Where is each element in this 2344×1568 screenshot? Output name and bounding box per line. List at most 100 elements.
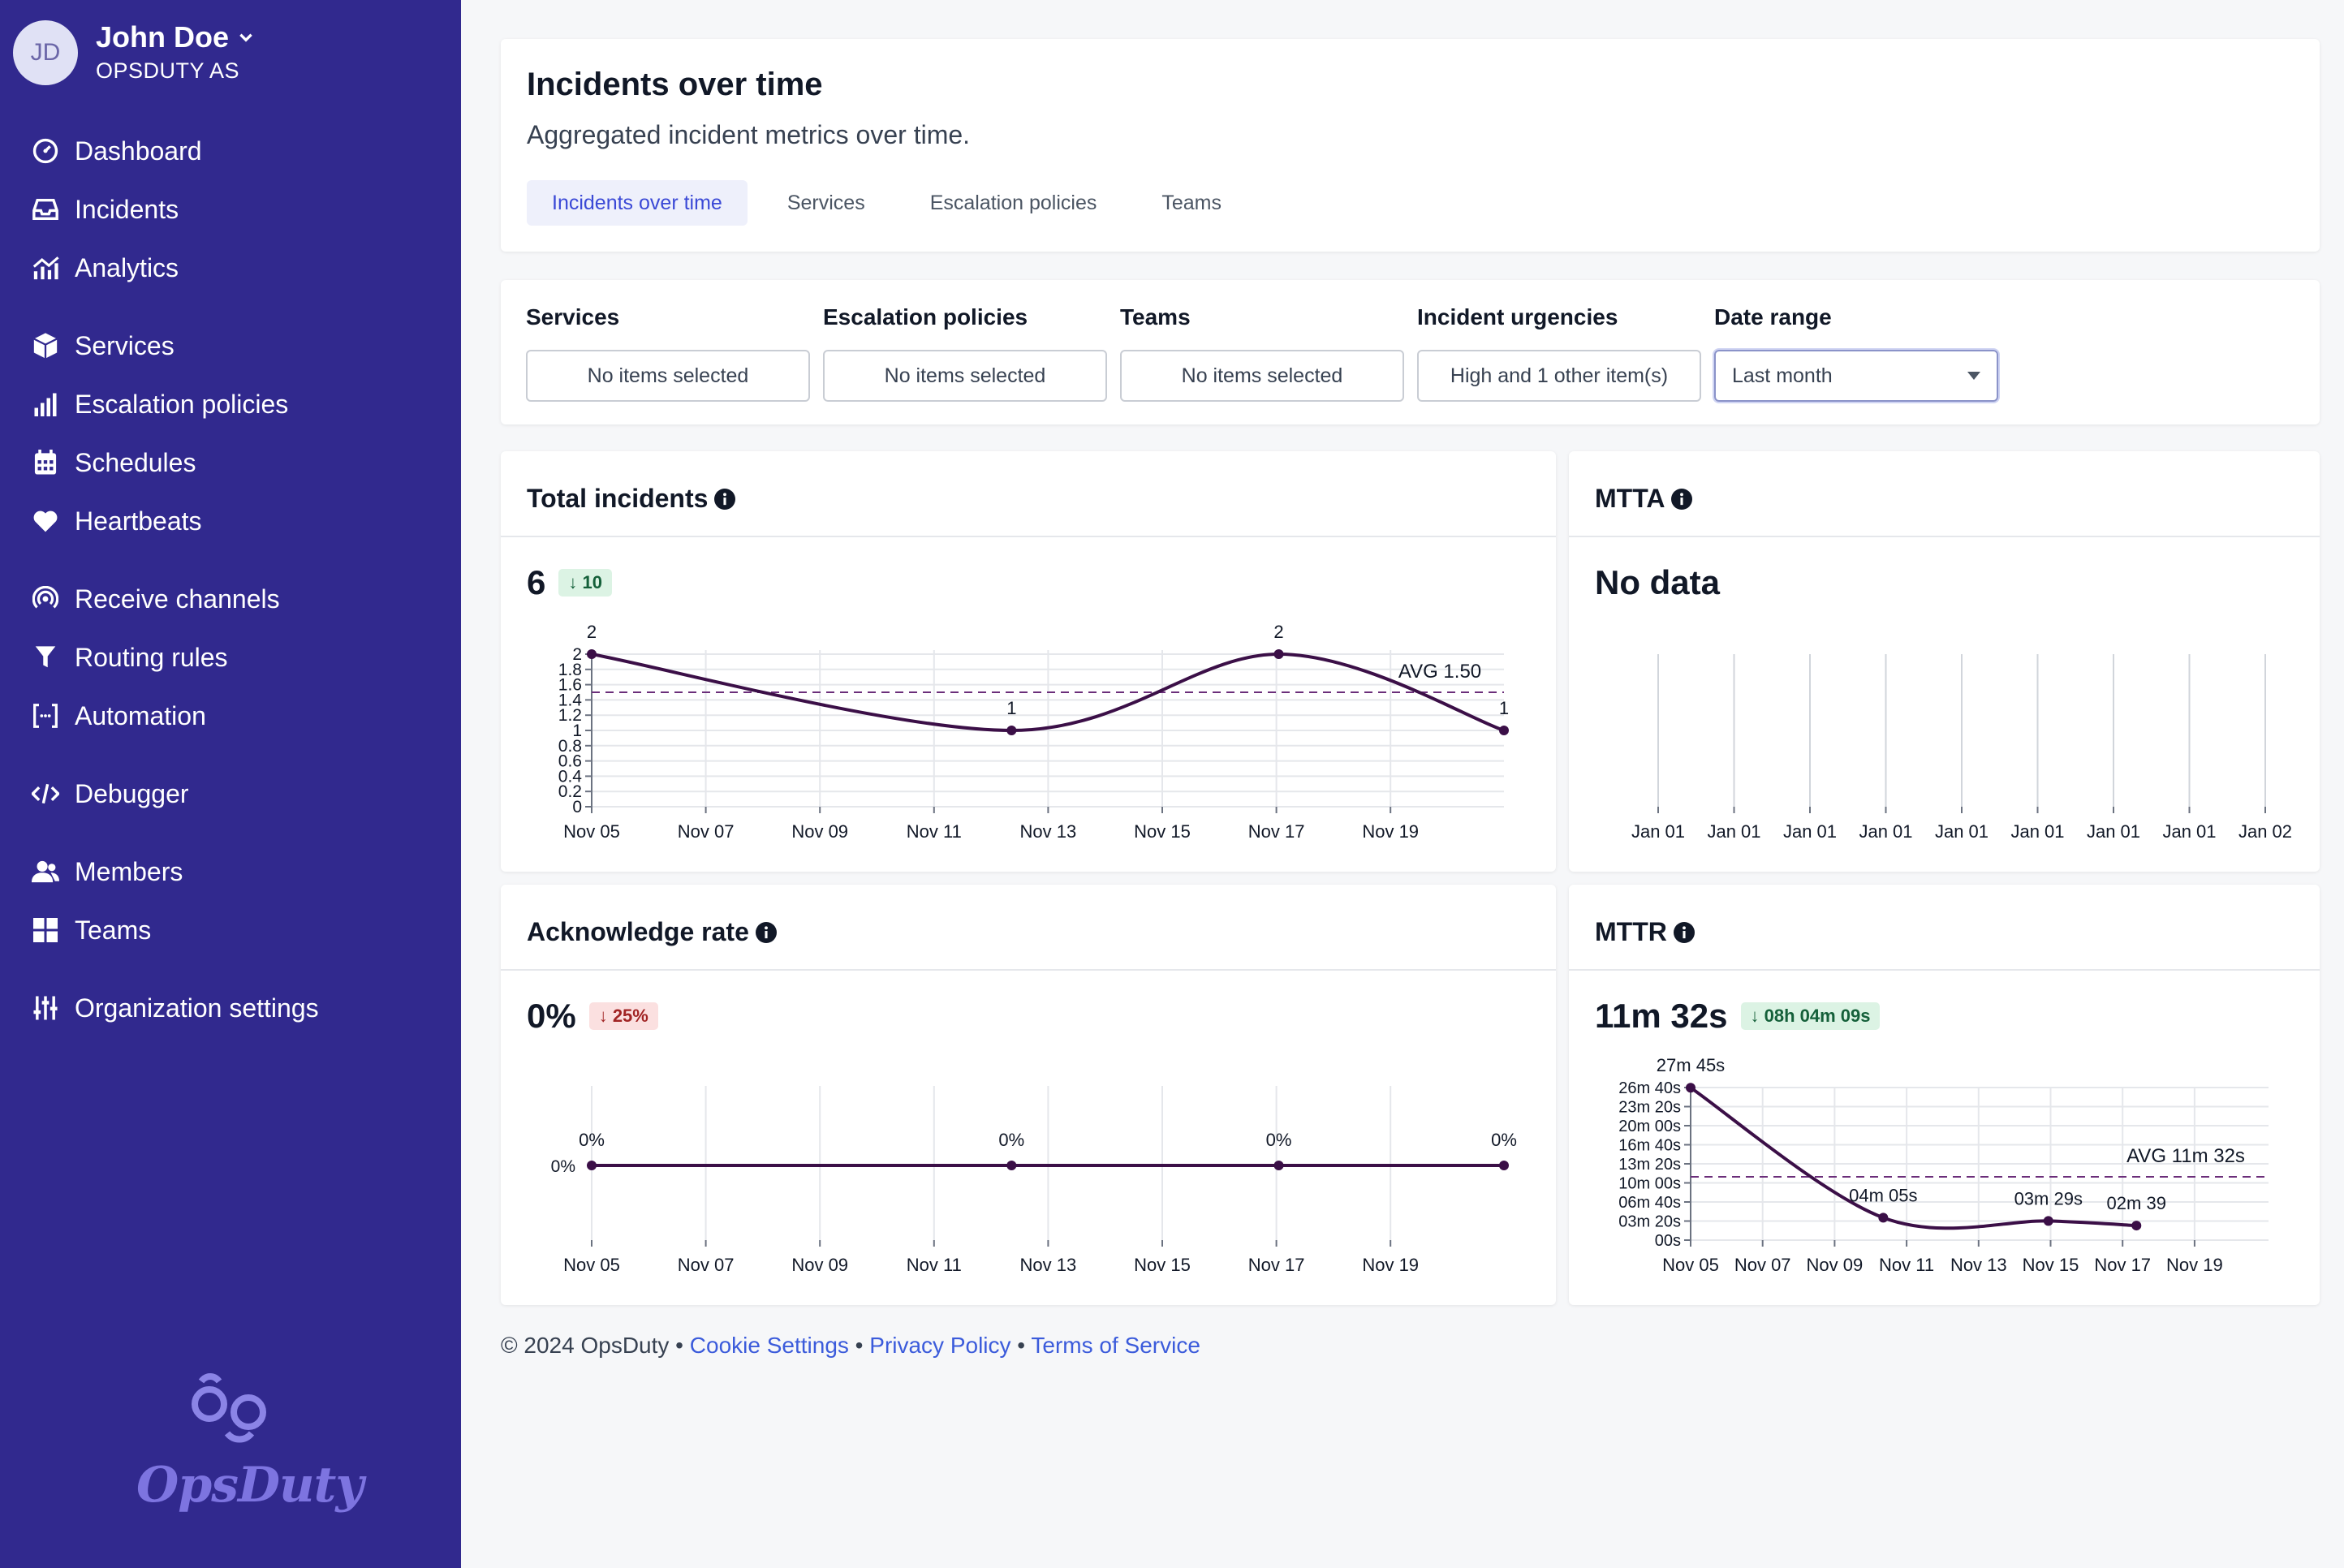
sidebar-item-members[interactable]: Members <box>31 842 445 901</box>
date-range-select[interactable]: Last month <box>1714 350 1998 402</box>
x-tick-label: Nov 19 <box>1362 1255 1419 1275</box>
x-tick-label: Jan 01 <box>2010 821 2064 842</box>
info-icon[interactable] <box>714 488 736 510</box>
user-menu[interactable]: JD John Doe OPSDUTY AS <box>13 19 255 86</box>
user-name-row[interactable]: John Doe <box>96 19 255 55</box>
series-line <box>1689 1086 2137 1230</box>
urgencies-multiselect[interactable]: High and 1 other item(s) <box>1417 350 1701 402</box>
privacy-policy-link[interactable]: Privacy Policy <box>869 1333 1011 1358</box>
card-title: Total incidents <box>527 484 709 513</box>
data-label: 0% <box>1491 1130 1517 1150</box>
sidebar-item-label: Organization settings <box>75 993 319 1023</box>
tab-services[interactable]: Services <box>786 191 865 214</box>
x-tick-label: Nov 19 <box>2166 1255 2223 1275</box>
sidebar-item-teams[interactable]: Teams <box>31 901 445 959</box>
total-incidents-value: 6 <box>527 563 546 601</box>
y-tick-label: 10m 00s <box>1618 1175 1681 1193</box>
tab-escalation-policies[interactable]: Escalation policies <box>929 191 1097 214</box>
x-tick-label: Nov 05 <box>563 821 620 842</box>
data-point <box>2043 1216 2053 1226</box>
cube-icon <box>31 331 60 360</box>
y-tick-label: 0 <box>572 798 582 816</box>
sidebar-item-automation[interactable]: Automation <box>31 687 445 745</box>
card-title: Acknowledge rate <box>527 917 749 946</box>
user-name[interactable]: John Doe <box>96 20 230 54</box>
y-tick-label: 0.4 <box>558 767 583 786</box>
tab-incidents-over-time[interactable]: Incidents over time <box>527 180 748 226</box>
filter-icon <box>31 643 60 672</box>
sidebar-item-debugger[interactable]: Debugger <box>31 765 445 823</box>
acknowledge-rate-chart: Nov 05 Nov 07 Nov 09 Nov 11 Nov 13 Nov 15 Nov … <box>551 1086 1517 1275</box>
y-tick-label: 0.6 <box>558 752 582 771</box>
data-label: 0% <box>998 1130 1024 1150</box>
filter-label: Date range <box>1714 304 1832 330</box>
x-tick-label: Nov 05 <box>563 1255 620 1275</box>
trend-badge: ↓ 25% <box>588 1002 658 1030</box>
sidebar-item-incidents[interactable]: Incidents <box>31 180 445 239</box>
chevron-down-icon[interactable] <box>237 28 255 46</box>
y-tick-label: 0.8 <box>558 737 582 756</box>
code-icon <box>31 779 60 808</box>
terms-of-service-link[interactable]: Terms of Service <box>1031 1333 1200 1358</box>
card-title: MTTA <box>1595 484 1665 513</box>
escalation-multiselect[interactable]: No items selected <box>823 350 1107 402</box>
sidebar-item-dashboard[interactable]: Dashboard <box>31 122 445 180</box>
cookie-settings-link[interactable]: Cookie Settings <box>689 1333 849 1358</box>
mtta-card: MTTA No data Jan 01 Jan 01 Jan 01 Jan 01 Jan… <box>1569 451 2320 872</box>
x-tick-label: Nov 09 <box>791 821 848 842</box>
data-label: 02m 39 <box>2107 1193 2166 1213</box>
brackets-icon <box>31 701 60 730</box>
date-range-value: Last month <box>1732 364 1833 387</box>
sidebar-item-label: Receive channels <box>75 584 280 614</box>
x-tick-label: Nov 05 <box>1662 1255 1719 1275</box>
mttr-value: 11m 32s <box>1595 997 1728 1035</box>
services-multiselect[interactable]: No items selected <box>526 350 810 402</box>
sidebar-item-label: Incidents <box>75 194 179 224</box>
page-title: Incidents over time <box>527 67 823 102</box>
x-tick-label: Nov 11 <box>1879 1255 1934 1275</box>
sidebar-item-schedules[interactable]: Schedules <box>31 433 445 492</box>
data-point <box>1006 726 1017 735</box>
x-tick-label: Jan 01 <box>1631 821 1685 842</box>
info-icon[interactable] <box>1671 488 1693 510</box>
x-tick-label: Nov 17 <box>1248 1255 1305 1275</box>
page-subtitle: Aggregated incident metrics over time. <box>527 120 971 149</box>
x-tick-label: Nov 07 <box>678 821 735 842</box>
x-tick-label: Jan 01 <box>1707 821 1760 842</box>
y-tick-label: 00s <box>1655 1232 1681 1250</box>
acknowledge-rate-card: Acknowledge rate 0% ↓ 25% Nov 05 Nov 07 Nov… <box>501 885 1556 1305</box>
y-tick-label: 26m 40s <box>1618 1079 1681 1097</box>
y-tick-label: 20m 00s <box>1618 1118 1681 1135</box>
data-point <box>1686 1083 1696 1093</box>
trend-badge: ↓ 08h 04m 09s <box>1740 1002 1881 1030</box>
teams-multiselect[interactable]: No items selected <box>1120 350 1404 402</box>
sidebar-item-receive-channels[interactable]: Receive channels <box>31 570 445 628</box>
sidebar-item-routing-rules[interactable]: Routing rules <box>31 628 445 687</box>
sidebar-item-heartbeats[interactable]: Heartbeats <box>31 492 445 550</box>
data-label: 27m 45s <box>1657 1055 1725 1075</box>
urgencies-filter: Incident urgencies High and 1 other item… <box>1417 304 1701 402</box>
avatar[interactable]: JD <box>13 20 78 85</box>
sidebar-item-analytics[interactable]: Analytics <box>31 239 445 297</box>
sidebar-item-label: Escalation policies <box>75 389 289 419</box>
x-tick-label: Nov 17 <box>1248 821 1305 842</box>
x-tick-label: Nov 15 <box>1134 1255 1191 1275</box>
gauge-icon <box>31 136 60 166</box>
sidebar-item-organization-settings[interactable]: Organization settings <box>31 979 445 1037</box>
tab-teams[interactable]: Teams <box>1161 191 1222 214</box>
x-tick-label: Nov 15 <box>1134 821 1191 842</box>
info-icon[interactable] <box>1673 921 1695 943</box>
y-tick-label: 1.8 <box>558 661 582 679</box>
escalation-filter: Escalation policies No items selected <box>823 304 1107 402</box>
caret-down-icon <box>1967 372 1980 380</box>
data-point <box>1006 1161 1017 1170</box>
sidebar-item-services[interactable]: Services <box>31 317 445 375</box>
sidebar-item-escalation-policies[interactable]: Escalation policies <box>31 375 445 433</box>
data-point <box>1273 649 1284 659</box>
sidebar-nav: Dashboard Incidents Analytics Services E… <box>31 122 445 1037</box>
y-tick-label: 16m 40s <box>1618 1137 1681 1155</box>
info-icon[interactable] <box>755 921 777 943</box>
x-tick-label: Jan 01 <box>2087 821 2140 842</box>
y-tick-label: 1.6 <box>558 676 582 695</box>
